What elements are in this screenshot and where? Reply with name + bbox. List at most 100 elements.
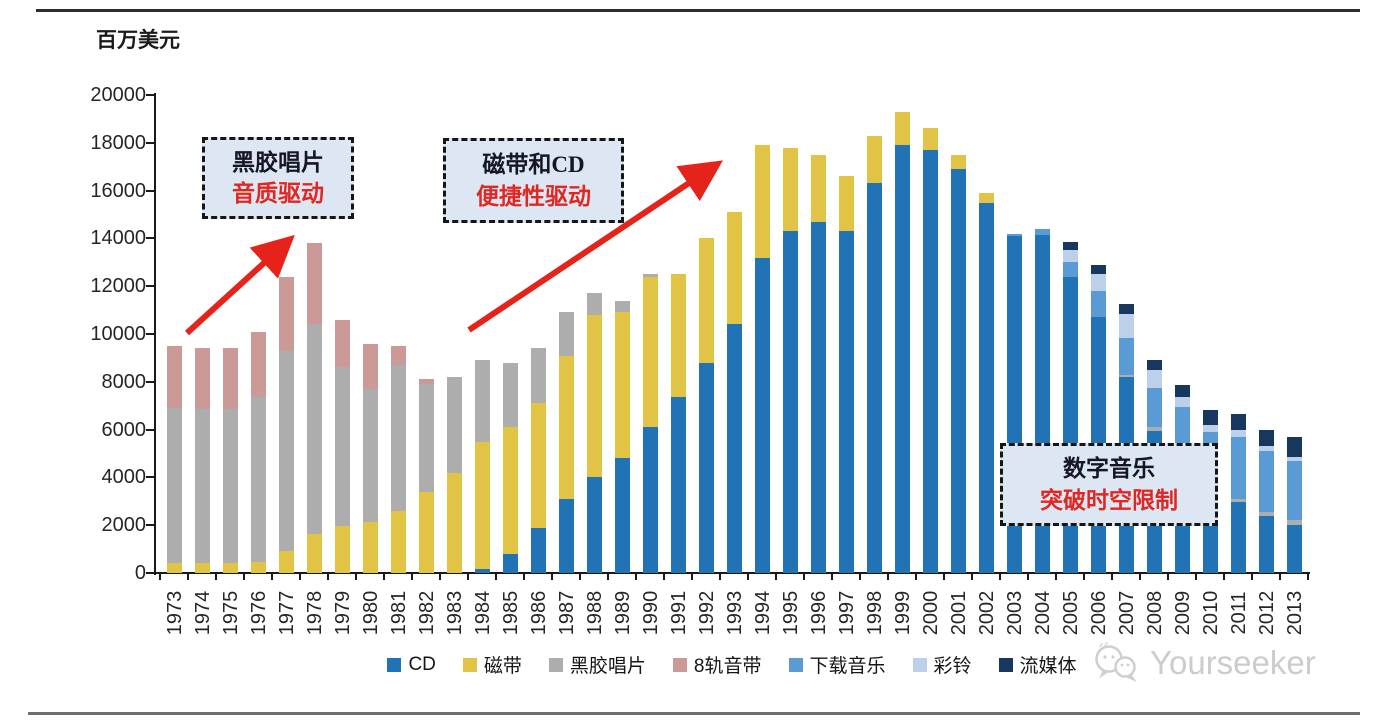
x-axis-tick [1223, 574, 1225, 580]
bar-segment-2013 [1286, 457, 1302, 461]
bar-segment-1975 [222, 409, 238, 564]
x-axis-tick [439, 574, 441, 580]
x-axis-year-label: 2006 [1088, 590, 1110, 636]
bar-segment-2011 [1230, 502, 1246, 573]
x-axis-tick [775, 574, 777, 580]
x-axis-tick [495, 574, 497, 580]
x-axis-tick [187, 574, 189, 580]
legend-swatch [387, 657, 402, 672]
bar-segment-2011 [1230, 429, 1246, 437]
annotation-title: 磁带和CD [482, 152, 585, 178]
x-axis-year-label: 1991 [668, 590, 690, 636]
bar-segment-1987 [558, 498, 574, 573]
bar-segment-2010 [1202, 410, 1218, 425]
bar-segment-1996 [810, 221, 826, 573]
bar-segment-2000 [922, 128, 938, 150]
y-axis-tick-label: 2000 [101, 514, 147, 537]
x-axis-tick [635, 574, 637, 580]
x-axis-tick [1055, 574, 1057, 580]
x-axis-tick [411, 574, 413, 580]
bar-segment-1980 [362, 388, 378, 522]
y-axis [154, 93, 156, 575]
y-axis-tick-label: 20000 [90, 84, 146, 106]
bar-segment-1991 [670, 397, 686, 573]
bar-segment-1998 [866, 183, 882, 573]
bar-segment-1996 [810, 154, 826, 222]
x-axis-year-label: 1979 [332, 590, 354, 636]
bar-segment-2004 [1034, 228, 1050, 235]
x-axis-year-label: 1995 [780, 590, 802, 636]
legend: CD 磁带 黑胶唱片 8轨音带 下载音乐 彩铃 流媒体 [156, 651, 1308, 678]
bar-segment-1986 [530, 403, 546, 528]
bar-segment-1981 [390, 345, 406, 366]
x-axis-tick [327, 574, 329, 580]
x-axis-tick [215, 574, 217, 580]
x-axis-year-label: 2013 [1284, 590, 1306, 636]
bar-segment-2013 [1286, 520, 1302, 526]
bar-segment-2005 [1062, 276, 1078, 573]
bar-segment-2008 [1146, 369, 1162, 388]
x-axis-tick [1027, 574, 1029, 580]
bar-segment-1989 [614, 312, 630, 459]
annotation-title: 数字音乐 [1063, 456, 1155, 482]
x-axis-year-label: 2010 [1200, 590, 1222, 636]
bar-segment-1997 [838, 176, 854, 232]
x-axis-tick [887, 574, 889, 580]
bar-segment-2009 [1174, 397, 1190, 407]
bar-segment-1974 [194, 409, 210, 564]
bar-segment-1988 [586, 293, 602, 315]
legend-label: CD [408, 653, 436, 675]
x-axis-tick [971, 574, 973, 580]
x-axis-year-label: 1993 [724, 590, 746, 636]
x-axis-year-label: 2004 [1032, 590, 1054, 636]
bar-segment-1990 [642, 427, 658, 573]
arrow-vinyl-era [184, 234, 295, 336]
y-axis-tick-label: 6000 [101, 418, 147, 441]
x-axis-year-label: 2009 [1172, 590, 1194, 636]
bar-segment-1989 [614, 458, 630, 573]
bar-segment-1983 [446, 472, 462, 573]
bar-segment-1979 [334, 526, 350, 573]
x-axis-year-label: 2000 [920, 590, 942, 636]
x-axis-year-label: 1986 [528, 590, 550, 636]
x-axis-year-label: 2007 [1116, 590, 1138, 636]
x-axis-year-label: 1974 [192, 590, 214, 636]
bar-segment-2007 [1118, 337, 1134, 375]
bar-segment-1973 [166, 408, 182, 564]
bar-segment-1992 [698, 362, 714, 573]
bar-segment-1998 [866, 135, 882, 184]
bar-segment-2002 [978, 202, 994, 573]
y-axis-tick-label: 14000 [90, 227, 146, 250]
bar-segment-2008 [1146, 427, 1162, 431]
bar-segment-1981 [390, 365, 406, 511]
legend-swatch [788, 657, 803, 672]
bar-segment-2009 [1174, 385, 1190, 398]
bar-segment-1994 [754, 257, 770, 573]
bar-segment-1977 [278, 350, 294, 552]
bar-segment-1982 [418, 491, 434, 573]
x-axis-tick [1139, 574, 1141, 580]
x-axis-tick [915, 574, 917, 580]
bar-segment-2008 [1146, 360, 1162, 370]
x-axis-tick [663, 574, 665, 580]
bar-segment-2007 [1118, 374, 1134, 377]
bar-segment-1982 [418, 384, 434, 492]
legend-item-黑胶唱片: 黑胶唱片 [548, 651, 646, 678]
y-axis-unit-label: 百万美元 [96, 28, 180, 52]
x-axis-tick [1167, 574, 1169, 580]
y-axis-tick [146, 237, 154, 240]
bar-segment-2006 [1090, 274, 1106, 291]
bar-segment-2001 [950, 169, 966, 573]
bar-segment-1999 [894, 111, 910, 146]
bar-segment-1995 [782, 147, 798, 232]
x-axis-year-label: 1988 [584, 590, 606, 636]
x-axis-year-label: 1973 [164, 590, 186, 636]
x-axis-year-label: 2005 [1060, 590, 1082, 636]
bar-segment-1986 [530, 348, 546, 404]
x-axis-year-label: 1984 [472, 590, 494, 636]
bar-segment-1974 [194, 348, 210, 410]
x-axis-tick [831, 574, 833, 580]
bar-segment-1989 [614, 300, 630, 313]
legend-item-彩铃: 彩铃 [912, 651, 972, 678]
